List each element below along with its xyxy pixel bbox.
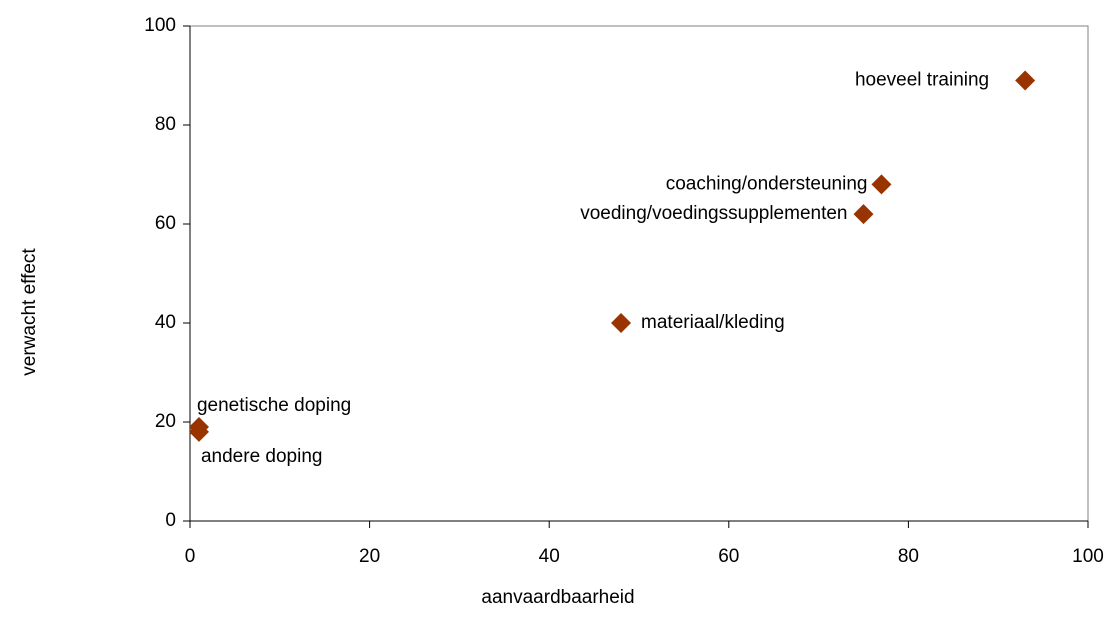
plot-frame — [189, 25, 1089, 522]
y-tick-label: 20 — [155, 411, 176, 432]
marker — [871, 174, 892, 195]
point-label: voeding/voedingssupplementen — [580, 203, 847, 224]
marker — [188, 421, 209, 442]
y-tick-label: 0 — [165, 510, 176, 531]
marker — [611, 313, 632, 333]
point-label: materiaal/kleding — [641, 312, 785, 333]
x-axis-title: aanvaardbaarheid — [481, 587, 634, 608]
y-tick-label: 80 — [155, 114, 176, 135]
x-tick-label: 80 — [898, 546, 919, 567]
x-tick-label: 100 — [1072, 546, 1104, 567]
marker — [853, 204, 874, 225]
point-label: genetische doping — [197, 395, 351, 416]
x-tick-label: 20 — [359, 546, 380, 567]
point-label: andere doping — [201, 446, 322, 467]
point-label: coaching/ondersteuning — [666, 173, 868, 194]
y-axis-title: verwacht effect — [19, 248, 40, 376]
x-tick-label: 60 — [718, 546, 739, 567]
y-tick-label: 60 — [155, 213, 176, 234]
x-tick-label: 40 — [539, 546, 560, 567]
y-tick-label: 100 — [144, 15, 176, 36]
point-label: hoeveel training — [855, 69, 989, 90]
x-tick-label: 0 — [185, 546, 196, 567]
marker — [1015, 70, 1036, 91]
y-tick-label: 40 — [155, 312, 176, 333]
